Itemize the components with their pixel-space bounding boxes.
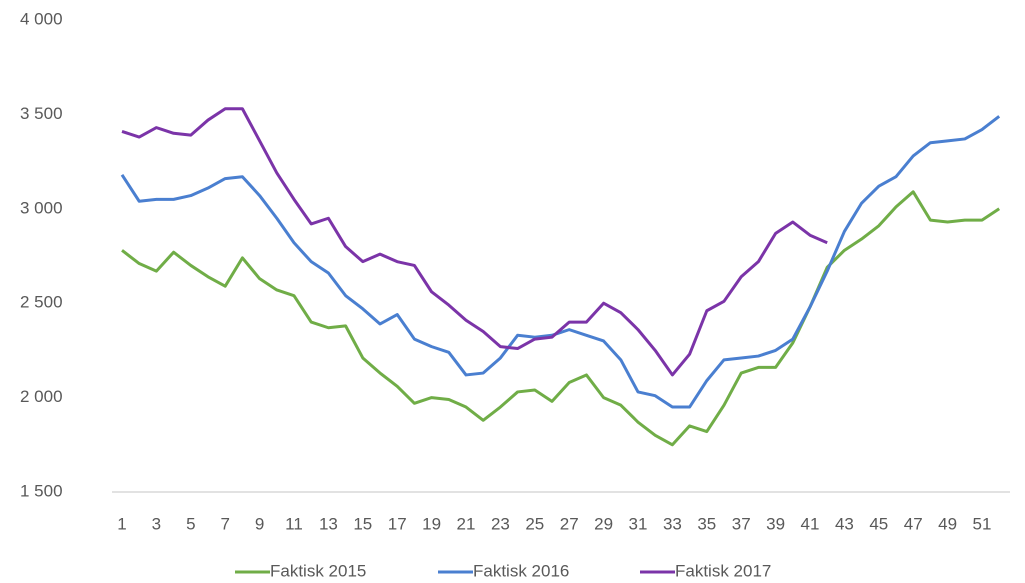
y-tick-label: 3 500 bbox=[20, 104, 63, 123]
legend-label: Faktisk 2016 bbox=[473, 561, 569, 580]
x-tick-label: 35 bbox=[697, 514, 716, 533]
series-line bbox=[121, 107, 828, 377]
series-line bbox=[121, 190, 1001, 447]
y-tick-label: 2 500 bbox=[20, 293, 63, 312]
x-tick-label: 9 bbox=[255, 514, 264, 533]
x-tick-label: 41 bbox=[801, 514, 820, 533]
x-tick-label: 47 bbox=[904, 514, 923, 533]
x-tick-label: 25 bbox=[525, 514, 544, 533]
x-tick-label: 19 bbox=[422, 514, 441, 533]
legend-label: Faktisk 2017 bbox=[675, 561, 771, 580]
x-tick-label: 43 bbox=[835, 514, 854, 533]
x-tick-label: 7 bbox=[220, 514, 229, 533]
x-tick-label: 5 bbox=[186, 514, 195, 533]
x-tick-label: 15 bbox=[353, 514, 372, 533]
x-tick-label: 27 bbox=[560, 514, 579, 533]
x-tick-label: 29 bbox=[594, 514, 613, 533]
x-tick-label: 11 bbox=[285, 514, 303, 533]
x-tick-label: 13 bbox=[319, 514, 338, 533]
x-tick-label: 21 bbox=[457, 514, 476, 533]
x-tick-label: 3 bbox=[152, 514, 161, 533]
x-tick-label: 45 bbox=[869, 514, 888, 533]
x-tick-label: 49 bbox=[938, 514, 957, 533]
x-tick-label: 39 bbox=[766, 514, 785, 533]
series-line bbox=[120, 115, 1001, 409]
y-tick-label: 3 000 bbox=[20, 198, 63, 217]
y-tick-label: 1 500 bbox=[20, 481, 63, 500]
legend-label: Faktisk 2015 bbox=[270, 561, 366, 580]
y-tick-label: 2 000 bbox=[20, 387, 63, 406]
x-tick-label: 37 bbox=[732, 514, 751, 533]
x-tick-label: 33 bbox=[663, 514, 682, 533]
y-tick-label: 4 000 bbox=[20, 9, 63, 28]
x-tick-label: 17 bbox=[388, 514, 407, 533]
x-tick-label: 23 bbox=[491, 514, 510, 533]
x-tick-label: 1 bbox=[117, 514, 126, 533]
x-tick-label: 31 bbox=[629, 514, 648, 533]
x-tick-label: 51 bbox=[973, 514, 992, 533]
